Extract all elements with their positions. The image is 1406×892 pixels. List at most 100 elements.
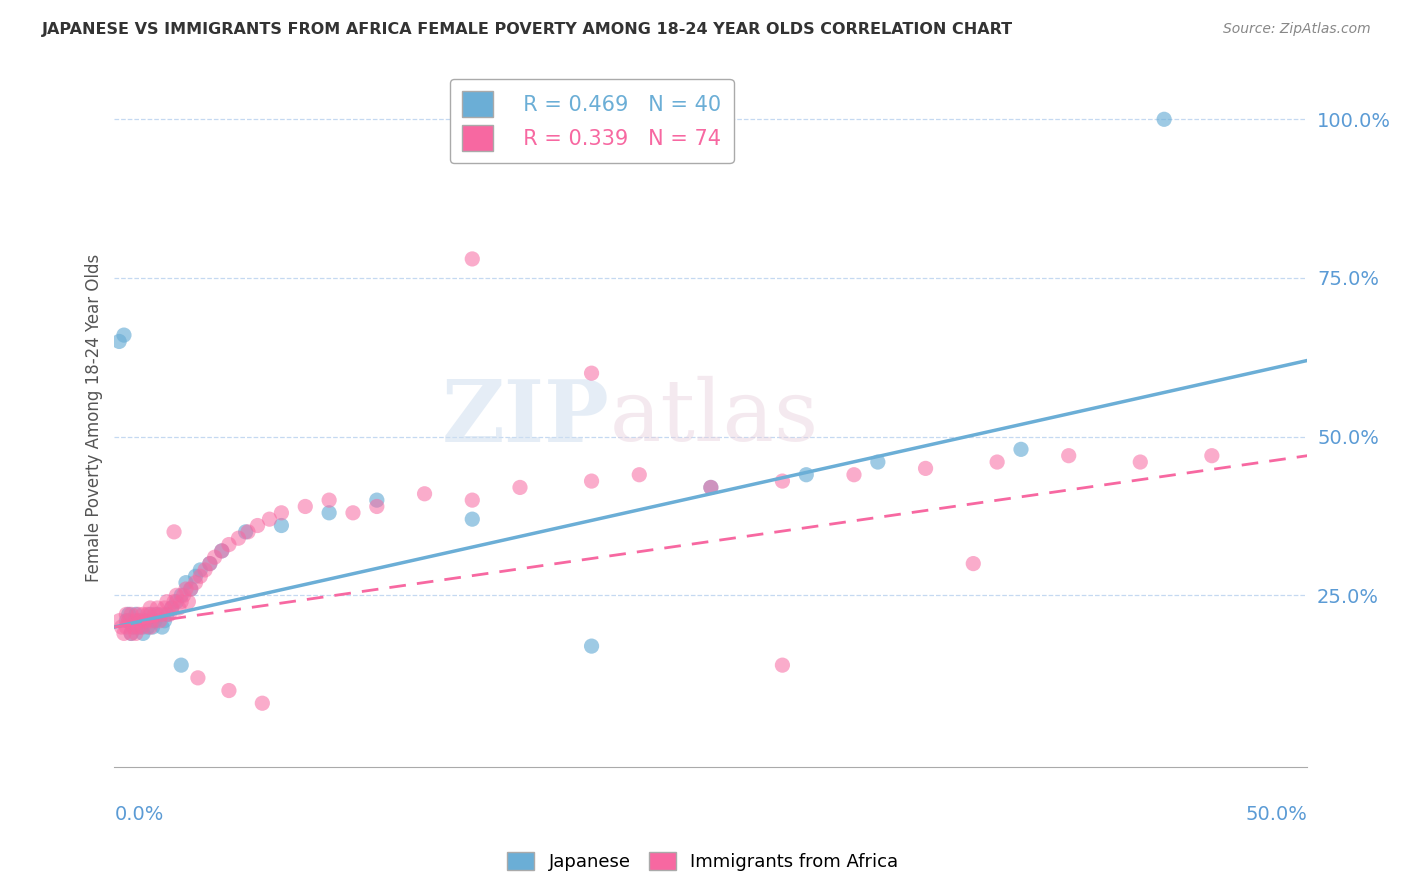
Point: [112, 626, 135, 640]
Point: [134, 614, 156, 628]
Point: [461, 493, 484, 508]
Point: [120, 607, 142, 622]
Point: [318, 506, 340, 520]
Point: [108, 334, 131, 349]
Point: [139, 601, 162, 615]
Point: [842, 467, 865, 482]
Point: [142, 614, 165, 628]
Point: [139, 607, 162, 622]
Point: [211, 544, 233, 558]
Point: [198, 557, 221, 571]
Point: [173, 588, 195, 602]
Point: [125, 607, 148, 622]
Point: [120, 626, 142, 640]
Point: [581, 366, 603, 380]
Point: [187, 671, 209, 685]
Point: [150, 607, 173, 622]
Point: [125, 614, 148, 628]
Point: [143, 607, 166, 622]
Point: [700, 480, 723, 494]
Point: [198, 557, 221, 571]
Point: [174, 575, 197, 590]
Point: [132, 620, 155, 634]
Point: [180, 582, 202, 596]
Point: [962, 557, 984, 571]
Point: [184, 569, 207, 583]
Point: [153, 614, 176, 628]
Point: [118, 614, 141, 628]
Point: [146, 607, 169, 622]
Point: [156, 595, 179, 609]
Point: [1201, 449, 1223, 463]
Point: [236, 524, 259, 539]
Point: [139, 620, 162, 634]
Point: [188, 569, 211, 583]
Point: [170, 588, 193, 602]
Point: [1153, 112, 1175, 127]
Text: atlas: atlas: [609, 376, 818, 459]
Point: [700, 480, 723, 494]
Point: [129, 620, 152, 634]
Point: [204, 550, 226, 565]
Point: [174, 582, 197, 596]
Text: ZIP: ZIP: [441, 376, 609, 459]
Point: [413, 487, 436, 501]
Point: [252, 696, 274, 710]
Point: [115, 620, 138, 634]
Point: [108, 614, 131, 628]
Point: [136, 620, 159, 634]
Point: [270, 506, 292, 520]
Point: [170, 658, 193, 673]
Text: 0.0%: 0.0%: [114, 805, 163, 824]
Point: [110, 620, 132, 634]
Point: [167, 601, 190, 615]
Point: [986, 455, 1008, 469]
Point: [153, 601, 176, 615]
Point: [194, 563, 217, 577]
Text: Source: ZipAtlas.com: Source: ZipAtlas.com: [1223, 22, 1371, 37]
Text: JAPANESE VS IMMIGRANTS FROM AFRICA FEMALE POVERTY AMONG 18-24 YEAR OLDS CORRELAT: JAPANESE VS IMMIGRANTS FROM AFRICA FEMAL…: [42, 22, 1014, 37]
Point: [163, 595, 186, 609]
Point: [218, 683, 240, 698]
Y-axis label: Female Poverty Among 18-24 Year Olds: Female Poverty Among 18-24 Year Olds: [86, 253, 103, 582]
Point: [165, 588, 187, 602]
Point: [211, 544, 233, 558]
Point: [127, 614, 149, 628]
Point: [318, 493, 340, 508]
Point: [127, 607, 149, 622]
Point: [146, 601, 169, 615]
Point: [342, 506, 364, 520]
Point: [127, 620, 149, 634]
Point: [1129, 455, 1152, 469]
Point: [188, 563, 211, 577]
Point: [129, 614, 152, 628]
Point: [228, 531, 250, 545]
Point: [112, 328, 135, 343]
Point: [165, 595, 187, 609]
Point: [163, 524, 186, 539]
Point: [122, 620, 145, 634]
Point: [628, 467, 651, 482]
Point: [366, 493, 388, 508]
Point: [122, 620, 145, 634]
Point: [218, 537, 240, 551]
Point: [509, 480, 531, 494]
Point: [177, 595, 200, 609]
Point: [259, 512, 281, 526]
Point: [132, 626, 155, 640]
Legend:   R = 0.469   N = 40,   R = 0.339   N = 74: R = 0.469 N = 40, R = 0.339 N = 74: [450, 78, 734, 163]
Point: [581, 639, 603, 653]
Point: [118, 607, 141, 622]
Point: [461, 252, 484, 266]
Point: [136, 607, 159, 622]
Point: [157, 607, 180, 622]
Point: [170, 595, 193, 609]
Point: [294, 500, 316, 514]
Point: [115, 614, 138, 628]
Text: 50.0%: 50.0%: [1246, 805, 1308, 824]
Point: [180, 582, 202, 596]
Point: [866, 455, 889, 469]
Point: [120, 626, 142, 640]
Point: [235, 524, 257, 539]
Point: [770, 658, 793, 673]
